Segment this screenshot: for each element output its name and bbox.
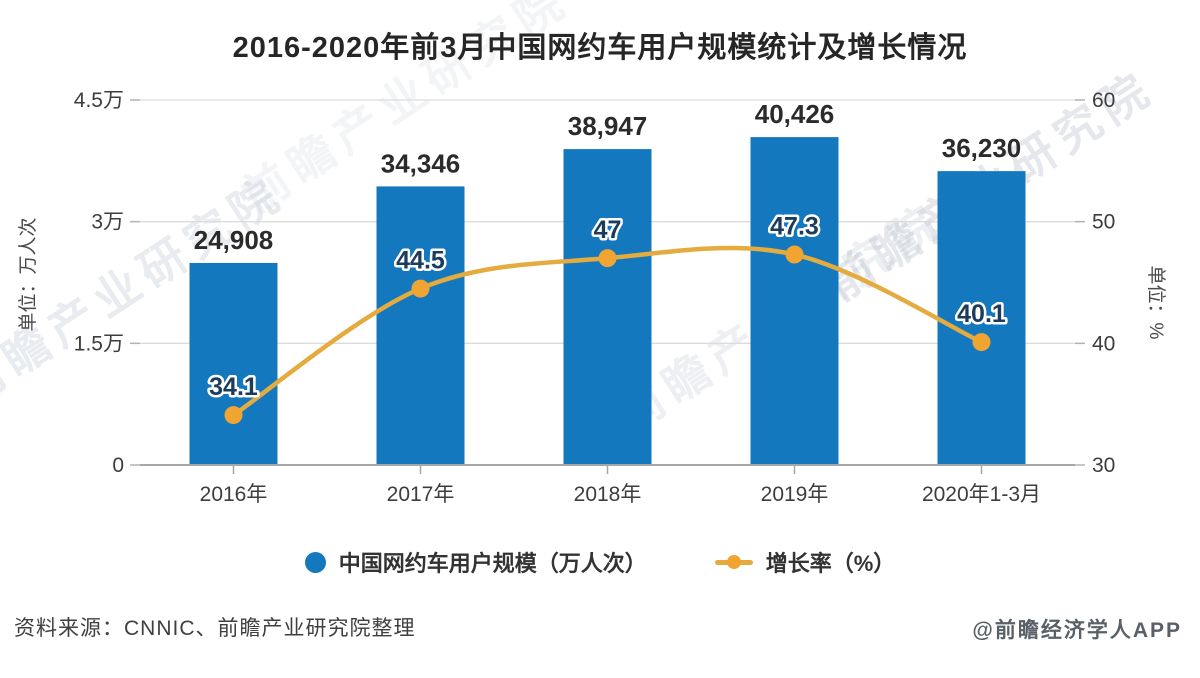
x-axis-label: 2020年1-3月 (922, 483, 1041, 506)
line-marker (411, 279, 430, 298)
bar-2019年 (750, 137, 839, 465)
left-axis-tick-label: 3万 (91, 211, 124, 234)
line-value-label: 47.3 (770, 213, 819, 241)
legend-line-series-label: 增长率（%） (765, 551, 896, 576)
line-series-swatch-icon (714, 555, 753, 569)
x-axis-label: 2017年 (387, 483, 455, 506)
bar-value-label: 36,230 (942, 133, 1022, 163)
left-axis-tick-label: 4.5万 (74, 89, 124, 112)
line-value-label: 47 (594, 216, 622, 244)
left-axis-title: 单位：万人次 (17, 217, 39, 331)
line-value-label: 44.5 (396, 247, 445, 275)
line-marker (785, 245, 804, 264)
legend-item-bar-series: 中国网约车用户规模（万人次） (304, 546, 647, 578)
bar-value-label: 34,346 (381, 148, 461, 178)
data-source-note: 资料来源：CNNIC、前瞻产业研究院整理 (14, 617, 416, 640)
line-marker (598, 249, 617, 268)
right-axis-title: 单位：% (1145, 266, 1167, 340)
bar-value-label: 38,947 (568, 111, 648, 141)
bar-value-label: 40,426 (755, 99, 835, 129)
chart-title: 2016-2020年前3月中国网约车用户规模统计及增长情况 (232, 32, 968, 64)
left-axis-tick-label: 0 (112, 454, 124, 477)
bar-2017年 (376, 186, 465, 465)
bar-2018年 (563, 149, 652, 465)
legend-bar-series-label: 中国网约车用户规模（万人次） (338, 551, 647, 576)
bar-value-label: 24,908 (194, 225, 274, 255)
bar-2020年1-3月 (937, 171, 1026, 465)
bar-series-swatch-icon (304, 551, 326, 573)
right-axis-tick-label: 40 (1092, 332, 1115, 355)
line-value-label: 34.1 (209, 373, 258, 401)
combo-chart: 0 1.5万 3万 4.5万 30 40 50 60 24,908 34,346 38,947 40,… (17, 89, 1167, 506)
bar-2016年 (189, 262, 278, 465)
legend-item-line-series: 增长率（%） (714, 546, 896, 578)
x-axis-label: 2018年 (574, 483, 642, 506)
x-axis-label: 2016年 (200, 483, 268, 506)
right-axis-tick-label: 50 (1092, 211, 1115, 234)
legend: 中国网约车用户规模（万人次） 增长率（%） (0, 546, 1200, 578)
publisher-credit: @前瞻经济学人APP (972, 619, 1182, 642)
line-value-label: 40.1 (957, 300, 1006, 328)
right-axis-tick-label: 30 (1092, 454, 1115, 477)
line-marker (224, 406, 243, 425)
right-axis-tick-label: 60 (1092, 89, 1115, 112)
left-axis-tick-label: 1.5万 (74, 332, 124, 355)
line-marker (972, 333, 991, 352)
x-axis-label: 2019年 (761, 483, 829, 506)
